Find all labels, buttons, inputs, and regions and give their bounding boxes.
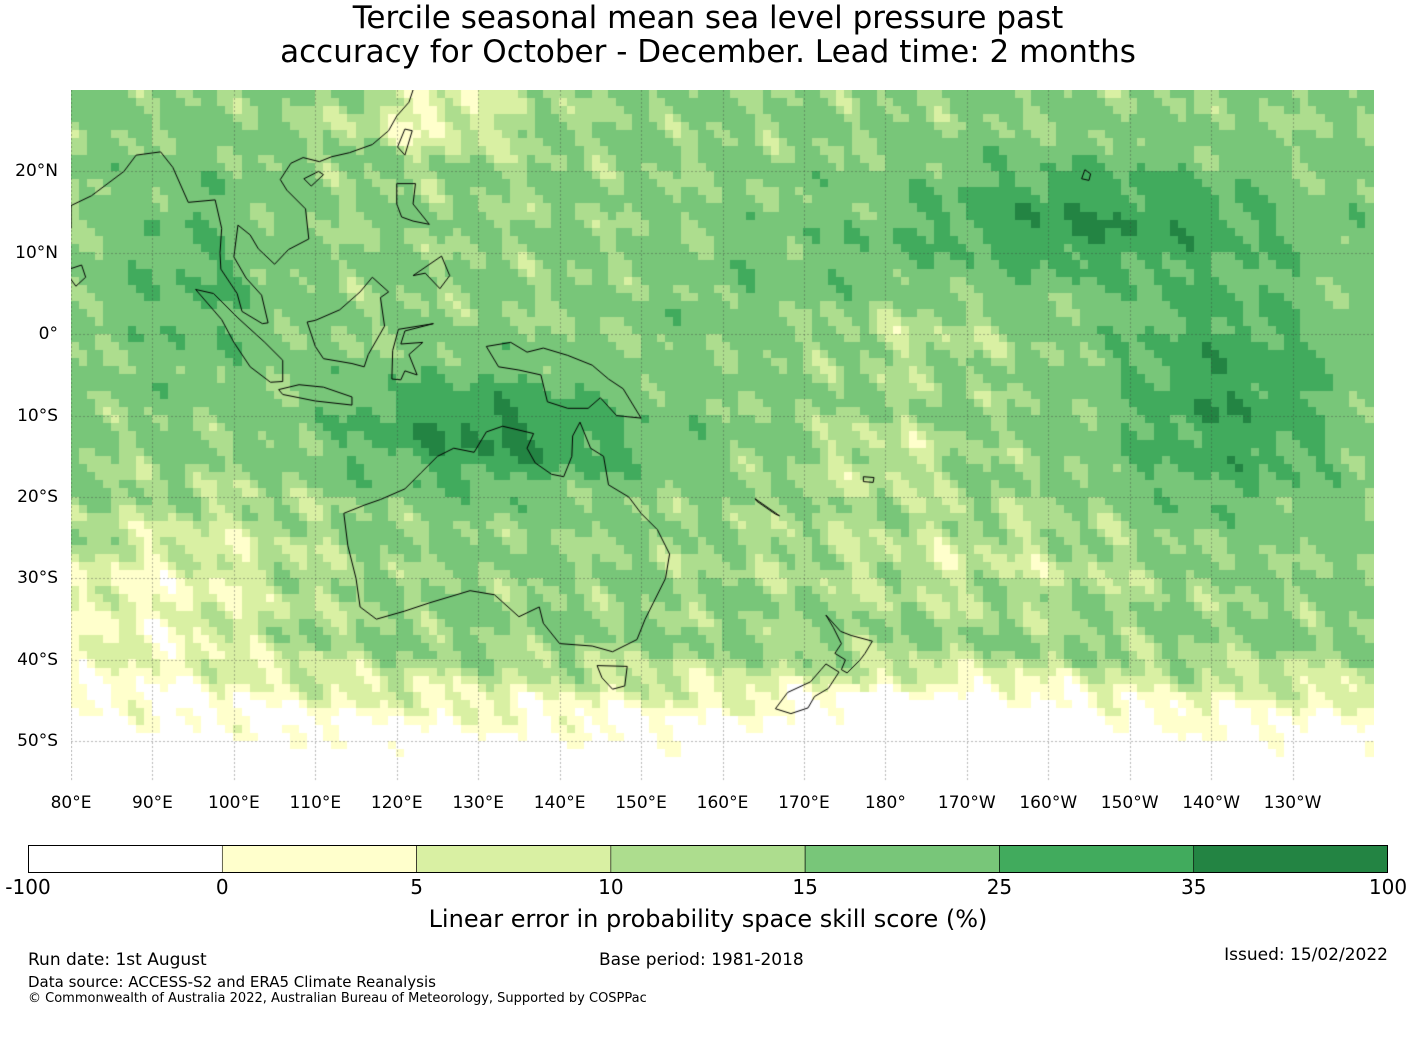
- longitude-label: 170°E: [778, 793, 830, 813]
- longitude-label: 150°E: [615, 793, 667, 813]
- longitude-label: 130°E: [452, 793, 505, 813]
- issued-date: Issued: 15/02/2022: [1224, 945, 1388, 965]
- longitude-label: 170°W: [937, 793, 996, 813]
- longitude-label: 160°W: [1019, 793, 1078, 813]
- longitude-label: 150°W: [1100, 793, 1159, 813]
- colorbar-label: Linear error in probability space skill …: [428, 905, 988, 933]
- colorbar-swatch: [221, 845, 417, 873]
- base-period: Base period: 1981-2018: [599, 950, 804, 970]
- colorbar-tick-label: 100: [1368, 875, 1408, 899]
- colorbar-tick-label: -100: [5, 875, 51, 899]
- latitude-label: 10°N: [15, 242, 58, 263]
- colorbar-swatch: [610, 845, 806, 873]
- longitude-label: 100°E: [208, 793, 260, 813]
- colorbar-tick-label: 10: [598, 875, 624, 899]
- latitude-label: 10°S: [17, 405, 58, 426]
- map-title-line-2: accuracy for October - December. Lead ti…: [280, 34, 1136, 70]
- colorbar-swatch: [999, 845, 1195, 873]
- latitude-label: 30°S: [17, 568, 58, 589]
- skill-score-map: [71, 90, 1374, 782]
- copyright: © Commonwealth of Australia 2022, Austra…: [28, 991, 647, 1006]
- longitude-label: 160°E: [696, 793, 749, 813]
- longitude-label: 180°: [864, 793, 906, 813]
- latitude-label: 20°S: [17, 487, 58, 508]
- latitude-label: 20°N: [15, 161, 58, 182]
- latitude-label: 50°S: [17, 731, 58, 752]
- longitude-label: 130°W: [1263, 793, 1322, 813]
- colorbar-tick-label: 35: [1180, 875, 1207, 899]
- colorbar-tick-label: 15: [792, 875, 818, 899]
- run-date: Run date: 1st August: [28, 950, 207, 970]
- longitude-label: 120°E: [370, 793, 423, 813]
- colorbar-tick-label: 5: [410, 875, 423, 899]
- colorbar-tick-label: 25: [986, 875, 1013, 899]
- longitude-label: 140°W: [1182, 793, 1241, 813]
- longitude-label: 90°E: [132, 793, 173, 813]
- colorbar-swatch: [804, 845, 1000, 873]
- colorbar: [28, 845, 1388, 873]
- longitude-label: 80°E: [50, 793, 92, 813]
- data-source: Data source: ACCESS-S2 and ERA5 Climate …: [28, 973, 436, 991]
- latitude-label: 40°S: [17, 649, 58, 670]
- longitude-label: 140°E: [533, 793, 586, 813]
- colorbar-swatch: [28, 845, 223, 873]
- colorbar-tick-label: 0: [215, 875, 229, 899]
- colorbar-swatch: [1193, 845, 1388, 873]
- colorbar-outline: [28, 845, 1388, 873]
- colorbar-swatch: [416, 845, 612, 873]
- map-title-line-1: Tercile seasonal mean sea level pressure…: [352, 0, 1064, 36]
- longitude-label: 110°E: [289, 793, 342, 813]
- latitude-label: 0°: [38, 324, 58, 345]
